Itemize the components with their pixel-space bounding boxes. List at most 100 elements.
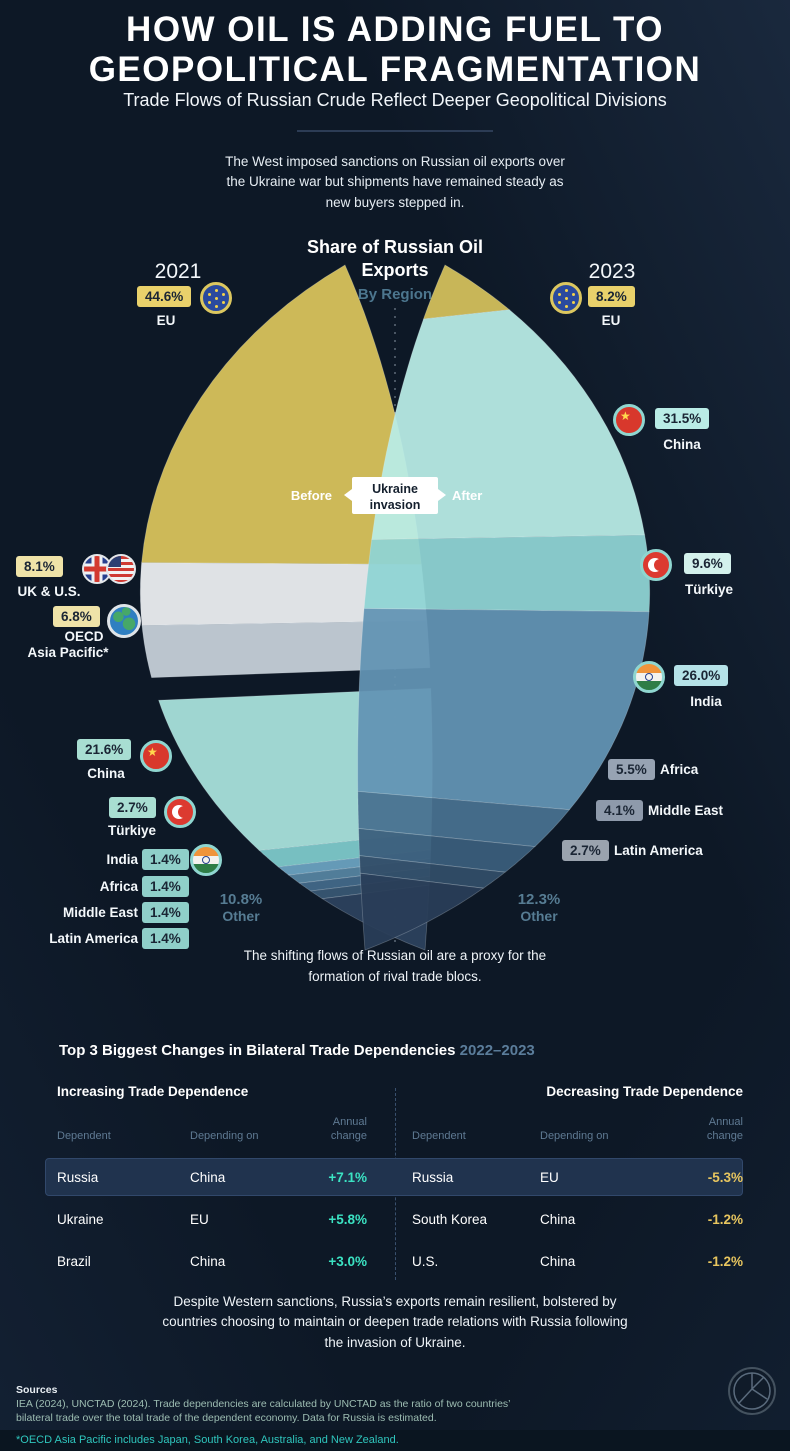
highlighted-row-band	[45, 1158, 743, 1196]
region-label-2023-other: Other	[520, 908, 558, 924]
us-flag-icon	[106, 554, 136, 584]
sources-label: Sources	[16, 1384, 58, 1396]
oil-flow-chart	[139, 264, 651, 951]
dependencies-title-text: Top 3 Biggest Changes in Bilateral Trade…	[59, 1042, 456, 1059]
china-flag-icon	[613, 404, 645, 436]
publisher-logo	[728, 1367, 776, 1415]
table-cell-change: +7.1%	[328, 1170, 367, 1185]
value-badge-2021-oecd: 6.8%	[53, 606, 100, 627]
column-header-annual-change: Annual change	[706, 1116, 743, 1142]
table-cell: China	[540, 1212, 576, 1227]
outro-text: Despite Western sanctions, Russia’s expo…	[162, 1294, 628, 1350]
year-2023-label: 2023	[588, 260, 636, 283]
decreasing-header: Decreasing Trade Dependence	[546, 1084, 743, 1099]
uk-flag-icon	[82, 554, 112, 584]
india-flag-icon	[633, 661, 665, 693]
region-label-2021-oecd: OECD	[64, 629, 104, 644]
column-header-annual-change: Annual change	[330, 1116, 367, 1142]
dependencies-period: 2022–2023	[459, 1042, 535, 1059]
value-badge-2021-eu: 44.6%	[137, 286, 192, 307]
region-label-2021-china: China	[87, 766, 125, 781]
increasing-header: Increasing Trade Dependence	[57, 1084, 249, 1099]
table-cell: Russia	[412, 1170, 454, 1185]
dependencies-title: Top 3 Biggest Changes in Bilateral Trade…	[59, 1042, 535, 1059]
region-label-2023-africa: Africa	[660, 762, 699, 777]
table-cell-change: -1.2%	[707, 1254, 743, 1269]
table-cell: Ukraine	[57, 1212, 104, 1227]
table-cell-change: -1.2%	[707, 1212, 743, 1227]
table-cell: China	[190, 1170, 226, 1185]
region-label-2021-africa: Africa	[99, 879, 138, 894]
value-badge-2021-ukus: 8.1%	[16, 556, 63, 577]
column-header-depending-on: Depending on	[190, 1130, 259, 1142]
table-cell-change: +3.0%	[328, 1254, 367, 1269]
value-2021-other: 10.8%	[219, 891, 263, 908]
region-label-2023-middle-east: Middle East	[648, 803, 724, 818]
after-label: After	[452, 488, 483, 503]
region-label-2021-other: Other	[222, 908, 260, 924]
table-cell: South Korea	[412, 1212, 488, 1227]
intro-text: The West imposed sanctions on Russian oi…	[225, 154, 565, 210]
value-badge-2021-africa: 1.4%	[142, 876, 189, 897]
chart-subheading: By Region	[357, 286, 433, 303]
region-label-2023-latin-america: Latin America	[614, 843, 703, 858]
footnote-bar: *OECD Asia Pacific includes Japan, South…	[0, 1430, 790, 1451]
flow-band-2023-india	[357, 608, 650, 811]
subtitle: Trade Flows of Russian Crude Reflect Dee…	[123, 90, 667, 110]
turkiye-flag-icon	[164, 796, 196, 828]
divider-line	[297, 130, 493, 132]
year-2021-label: 2021	[154, 260, 202, 283]
value-badge-2021-middle-east: 1.4%	[142, 902, 189, 923]
turkiye-flag-icon	[640, 549, 672, 581]
value-badge-2023-india: 26.0%	[674, 665, 729, 686]
table-cell: Russia	[57, 1170, 99, 1185]
other-label-2021: 10.8% Other	[206, 891, 276, 924]
region-label-2021-middle-east: Middle East	[62, 905, 138, 920]
table-cell: EU	[540, 1170, 559, 1185]
title-line-2: GEOPOLITICAL FRAGMENTATION	[88, 49, 702, 89]
value-2023-other: 12.3%	[517, 891, 561, 908]
region-label-2021-eu: EU	[156, 313, 176, 328]
india-flag-icon	[190, 844, 222, 876]
ukraine-invasion-callout: Ukraine invasion	[344, 477, 446, 514]
table-cell: China	[190, 1254, 226, 1269]
value-badge-2023-eu: 8.2%	[588, 286, 635, 307]
eu-flag-icon	[200, 282, 232, 314]
column-header-dependent: Dependent	[412, 1130, 466, 1142]
table-cell-change: -5.3%	[707, 1170, 743, 1185]
flow-band-2023-other	[359, 872, 485, 951]
table-cell: Brazil	[57, 1254, 91, 1269]
column-header-depending-on: Depending on	[540, 1130, 609, 1142]
value-badge-2021-india: 1.4%	[142, 849, 189, 870]
value-badge-2021-china: 21.6%	[77, 739, 132, 760]
value-badge-2023-latin-america: 2.7%	[562, 840, 609, 861]
dependencies-table: Increasing Trade Dependence Decreasing T…	[45, 1080, 745, 1285]
region-label-2023-india: India	[690, 694, 722, 709]
other-label-2023: 12.3% Other	[504, 891, 574, 924]
before-label: Before	[290, 488, 332, 503]
region-label-2023-china: China	[663, 437, 701, 452]
value-badge-2023-africa: 5.5%	[608, 759, 655, 780]
value-badge-2023-turkiye: 9.6%	[684, 553, 731, 574]
title-line-1: HOW OIL IS ADDING FUEL TO	[126, 10, 664, 49]
value-badge-2021-turkiye: 2.7%	[109, 797, 156, 818]
flow-band-2023-t-rkiye	[363, 534, 651, 613]
china-flag-icon	[140, 740, 172, 772]
column-header-dependent: Dependent	[57, 1130, 111, 1142]
table-cell: U.S.	[412, 1254, 439, 1269]
logo-icon	[733, 1372, 771, 1410]
region-label-2021-turkiye: Türkiye	[107, 823, 157, 838]
value-badge-2023-middle-east: 4.1%	[596, 800, 643, 821]
table-cell-change: +5.8%	[328, 1212, 367, 1227]
eu-flag-icon	[550, 282, 582, 314]
table-cell: EU	[190, 1212, 209, 1227]
region-label-2021-oecd-line2: Asia Pacific*	[27, 645, 109, 660]
chart-note: The shifting flows of Russian oil are a …	[243, 948, 547, 984]
region-label-2021-latin-america: Latin America	[49, 931, 138, 946]
value-badge-2021-latin-america: 1.4%	[142, 928, 189, 949]
globe-icon	[107, 604, 141, 638]
region-label-2023-turkiye: Türkiye	[684, 582, 734, 597]
infographic-title: HOW OIL IS ADDING FUEL TO GEOPOLITICAL F…	[0, 10, 790, 89]
chart-heading: Share of Russian Oil Exports	[306, 237, 484, 280]
